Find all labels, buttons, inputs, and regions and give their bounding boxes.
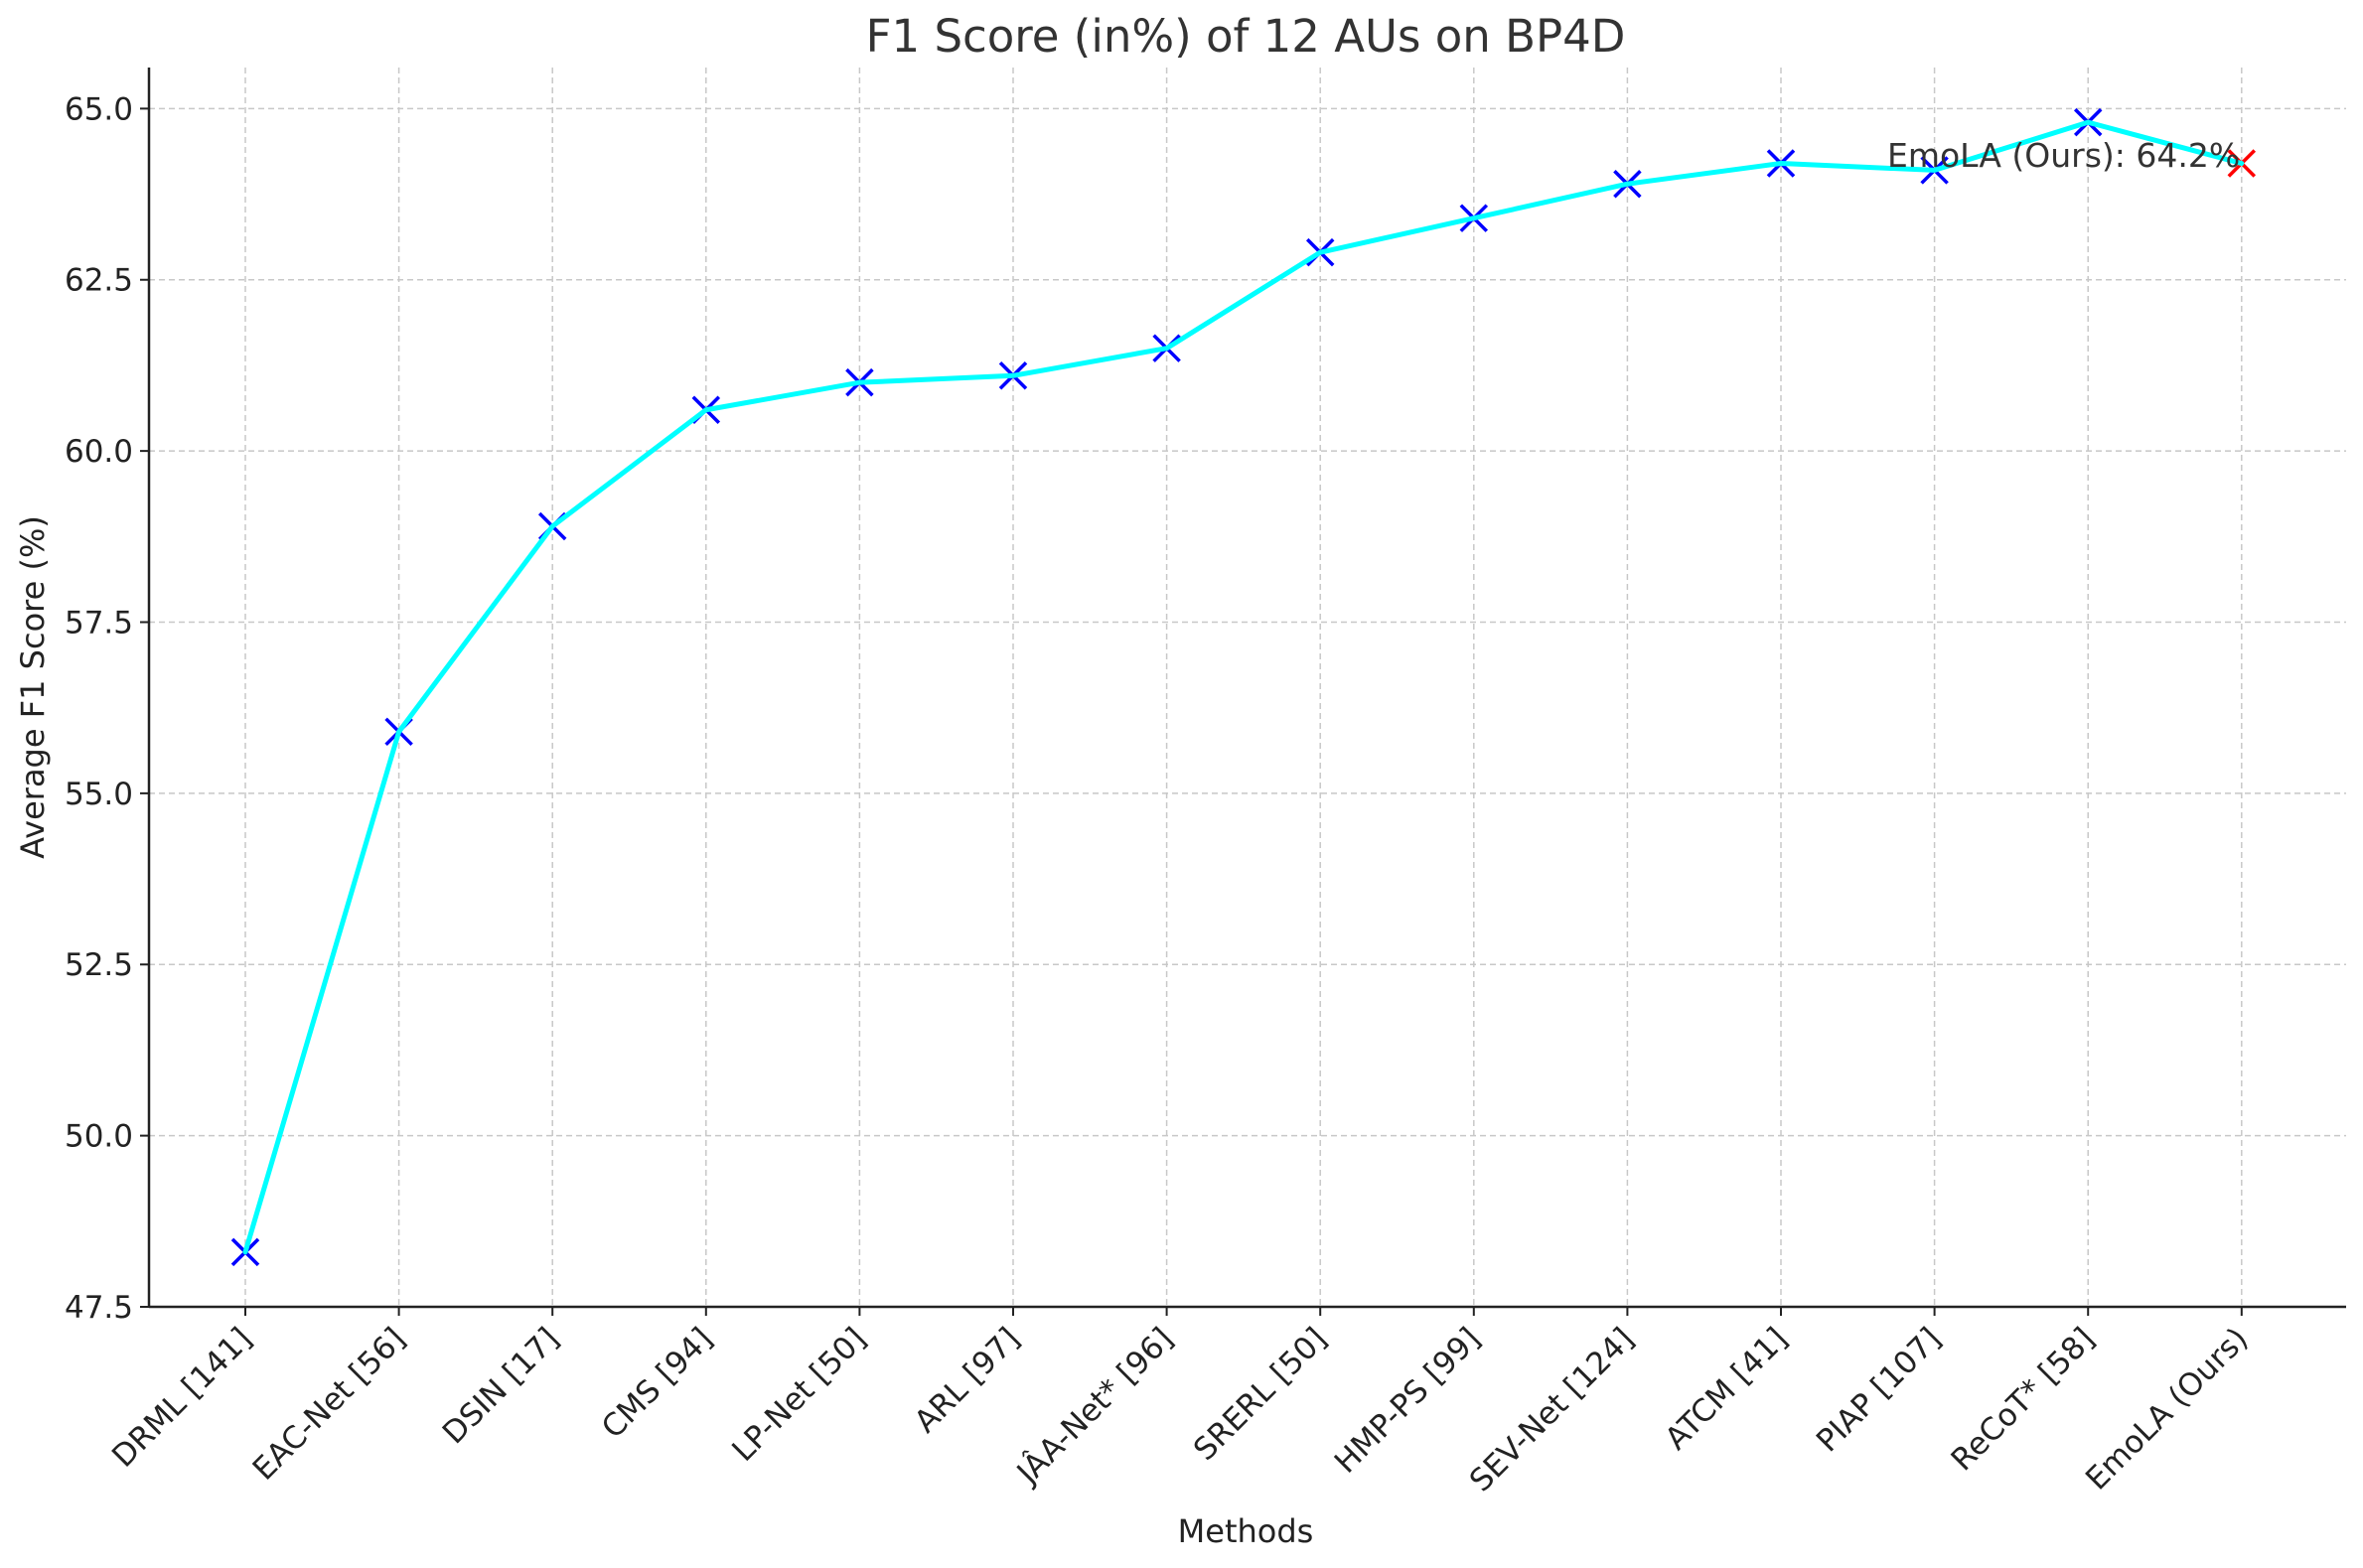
x-tick-label: ATCM [41] (1659, 1321, 1795, 1457)
axes-layer (147, 68, 2346, 1309)
series-layer (230, 107, 2257, 1267)
grid-layer (149, 68, 2346, 1308)
x-tick-label: DRML [141] (105, 1321, 259, 1475)
y-tick-label: 47.5 (65, 1290, 133, 1326)
x-tick-label: SEV-Net [124] (1463, 1321, 1641, 1498)
x-tick-label: PIAP [107] (1810, 1321, 1948, 1459)
chart-title: F1 Score (in%) of 12 AUs on BP4D (866, 10, 1626, 63)
y-tick-label: 60.0 (65, 434, 133, 470)
y-axis-label: Average F1 Score (%) (14, 515, 52, 859)
x-tick-label: LP-Net [50] (725, 1321, 873, 1469)
x-tick-label: SRERL [50] (1187, 1321, 1334, 1468)
y-tick-label: 62.5 (65, 263, 133, 299)
x-tick-label: ARL [97] (908, 1321, 1027, 1440)
x-tick-label: JÂA-Net* [96] (1009, 1321, 1180, 1492)
annotation-label: EmoLA (Ours): 64.2% (1887, 136, 2240, 175)
ticks-layer: 47.5 50.0 52.5 55.0 57.5 60.0 62.5 65.0 DRML [14… (65, 91, 2255, 1498)
y-tick-label: 55.0 (65, 777, 133, 812)
series-line (242, 119, 2245, 1255)
x-axis-label: Methods (1178, 1512, 1314, 1550)
x-tick-label: EAC-Net [56] (246, 1321, 413, 1488)
x-tick-label: HMP-PS [99] (1328, 1321, 1488, 1481)
x-tick-label: ReCoT* [58] (1945, 1321, 2102, 1478)
y-tick-label: 52.5 (65, 947, 133, 983)
y-tick-label: 65.0 (65, 91, 133, 127)
y-tick-label: 50.0 (65, 1119, 133, 1155)
x-tick-label: DSIN [17] (436, 1321, 566, 1451)
x-tick-label: EmoLA (Ours) (2079, 1321, 2255, 1497)
x-tick-label: CMS [94] (595, 1321, 720, 1446)
y-tick-label: 57.5 (65, 605, 133, 641)
